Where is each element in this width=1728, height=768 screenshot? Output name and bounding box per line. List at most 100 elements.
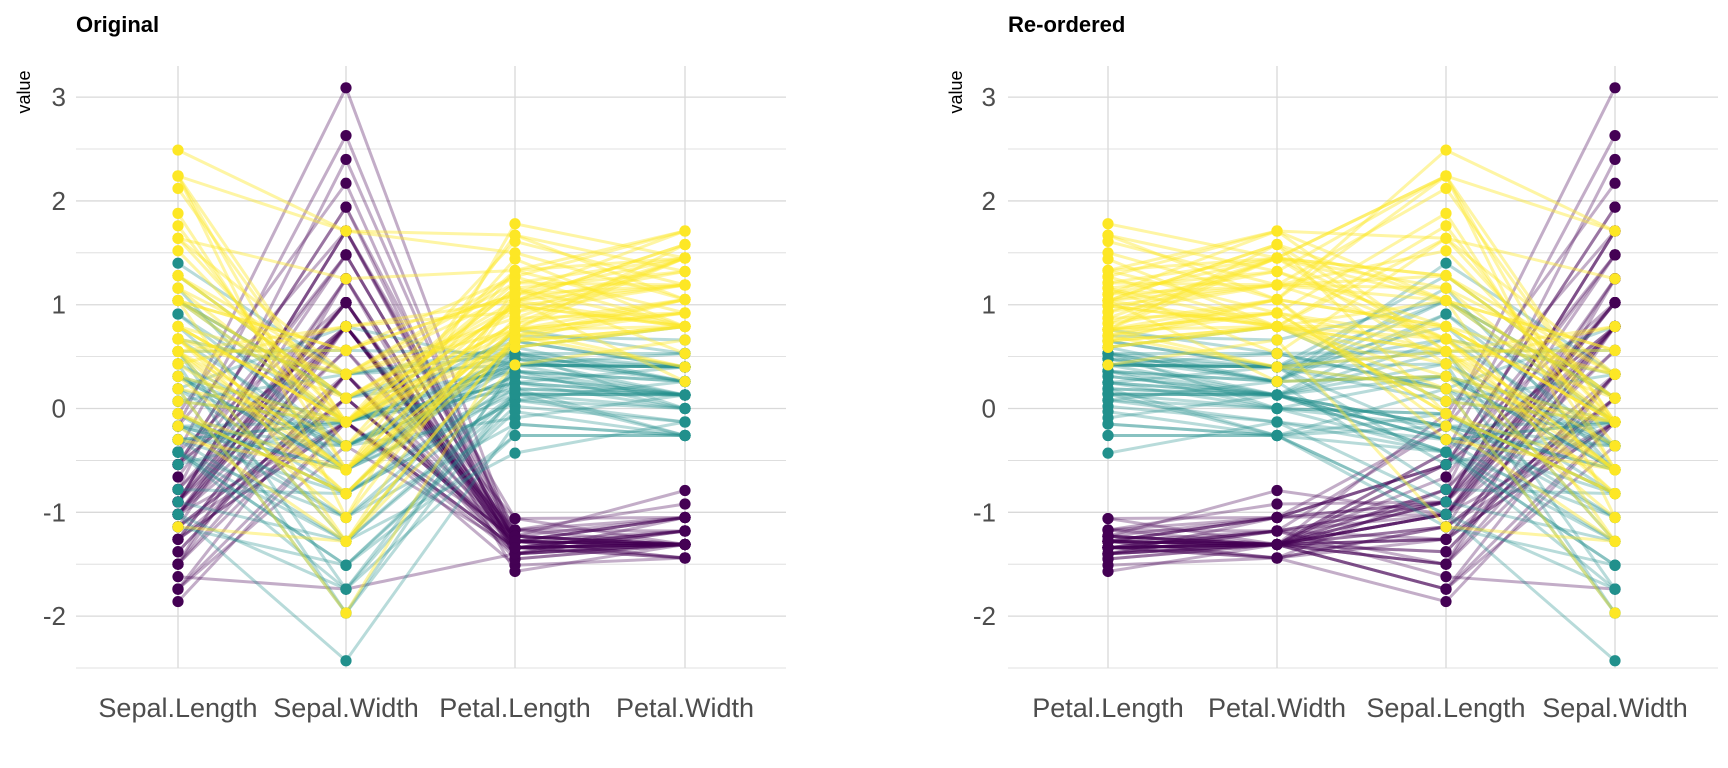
data-point-virginica: [1440, 282, 1452, 294]
series-line-versicolor: [1107, 369, 1616, 519]
series-line-virginica: [176, 187, 686, 425]
series-line-versicolor: [177, 363, 686, 472]
y-tick-label: 1: [52, 290, 66, 320]
data-point-virginica: [1609, 392, 1621, 404]
series-line-virginica: [177, 256, 686, 376]
data-point-setosa: [340, 153, 352, 166]
data-point-virginica: [172, 408, 184, 420]
series-line-versicolor: [177, 422, 686, 520]
data-point-virginica: [1440, 270, 1452, 282]
series-line-setosa: [176, 324, 686, 550]
data-point-setosa: [1271, 498, 1283, 510]
data-point-virginica: [172, 395, 184, 407]
series-line-versicolor: [177, 328, 686, 496]
data-point-virginica: [1271, 334, 1283, 346]
series-line-virginica: [1107, 274, 1616, 400]
panel-title-reordered: Re-ordered: [1008, 12, 1125, 37]
series-line-virginica: [1107, 256, 1616, 366]
panel-original: Original value -2 -1 0 1 2 3 Sepal.Length Sepal…: [14, 12, 786, 723]
data-point-virginica: [1609, 535, 1621, 547]
series-line-versicolor: [177, 365, 686, 424]
series-line-versicolor: [1107, 312, 1616, 448]
data-point-virginica: [1102, 218, 1114, 230]
data-point-setosa: [679, 511, 691, 524]
series-line-virginica: [1107, 283, 1616, 352]
y-tick-label: 3: [52, 82, 66, 112]
data-point-setosa: [509, 565, 521, 578]
series-line-virginica: [1107, 269, 1616, 424]
data-point-setosa: [1440, 583, 1452, 595]
series-line-setosa: [1107, 420, 1616, 547]
series-line-setosa: [177, 529, 686, 591]
data-point-virginica: [1440, 182, 1452, 195]
data-point-setosa: [1440, 471, 1452, 483]
series-line-setosa: [176, 300, 686, 538]
data-point-versicolor: [679, 416, 691, 428]
series-line-versicolor: [177, 299, 686, 400]
series-line-versicolor: [1107, 381, 1616, 428]
data-point-versicolor: [1440, 446, 1452, 458]
series-line-virginica: [1107, 174, 1617, 519]
data-point-setosa: [1609, 129, 1621, 142]
series-line-versicolor: [177, 312, 686, 424]
data-point-setosa: [679, 538, 691, 551]
data-point-virginica: [1440, 170, 1452, 182]
series-line-versicolor: [1107, 381, 1616, 448]
series-line-virginica: [1107, 297, 1616, 376]
data-point-setosa: [172, 471, 184, 483]
data-point-setosa: [679, 525, 691, 537]
series-line-virginica: [177, 229, 686, 281]
data-point-versicolor: [1271, 416, 1283, 428]
data-point-virginica: [1609, 416, 1621, 428]
data-point-versicolor: [509, 406, 521, 418]
data-point-virginica: [679, 307, 691, 319]
series-line-setosa: [177, 396, 686, 560]
data-point-versicolor: [1102, 383, 1114, 395]
series-line-virginica: [1107, 148, 1616, 302]
data-point-virginica: [679, 347, 691, 360]
x-tick-label: Sepal.Width: [1542, 693, 1688, 723]
y-tick-label: -2: [973, 601, 996, 631]
series-line-virginica: [177, 327, 686, 472]
data-point-setosa: [1440, 595, 1452, 608]
series-line-versicolor: [1107, 286, 1617, 471]
series-line-virginica: [1107, 311, 1616, 495]
series-line-setosa: [176, 324, 686, 546]
data-point-virginica: [172, 270, 184, 282]
series-line-setosa: [176, 252, 686, 544]
series-line-setosa: [1107, 396, 1616, 547]
series-line-setosa: [1107, 373, 1617, 591]
series-line-virginica: [176, 212, 686, 473]
series-line-setosa: [1107, 325, 1617, 547]
series-line-virginica: [177, 298, 686, 424]
data-point-virginica: [1102, 247, 1114, 259]
y-tick-label: 0: [52, 394, 66, 424]
series-line-setosa: [1107, 325, 1616, 543]
series-line-setosa: [176, 348, 686, 550]
data-point-virginica: [1609, 511, 1621, 524]
series-line-setosa: [176, 228, 686, 546]
series-line-virginica: [1107, 311, 1616, 495]
series-line-virginica: [1107, 174, 1616, 274]
data-point-versicolor: [679, 429, 691, 442]
series-line-virginica: [1107, 256, 1616, 376]
series-line-versicolor: [1108, 434, 1616, 567]
data-point-setosa: [172, 583, 184, 595]
data-point-setosa: [172, 595, 184, 608]
data-point-virginica: [1440, 434, 1452, 446]
data-point-virginica: [340, 488, 352, 500]
series-line-versicolor: [177, 351, 686, 472]
series-line-versicolor: [1107, 374, 1616, 472]
data-point-setosa: [172, 533, 184, 545]
series-line-versicolor: [177, 363, 686, 448]
data-point-virginica: [1440, 408, 1452, 420]
series-line-versicolor: [1107, 325, 1616, 391]
series-line-virginica: [177, 325, 686, 424]
data-point-virginica: [172, 420, 184, 432]
series-line-setosa: [177, 396, 686, 546]
data-point-virginica: [340, 344, 352, 356]
panel-title-original: Original: [76, 12, 159, 37]
data-point-setosa: [1609, 82, 1621, 94]
data-point-setosa: [1271, 538, 1283, 551]
series-line-versicolor: [1107, 420, 1616, 543]
